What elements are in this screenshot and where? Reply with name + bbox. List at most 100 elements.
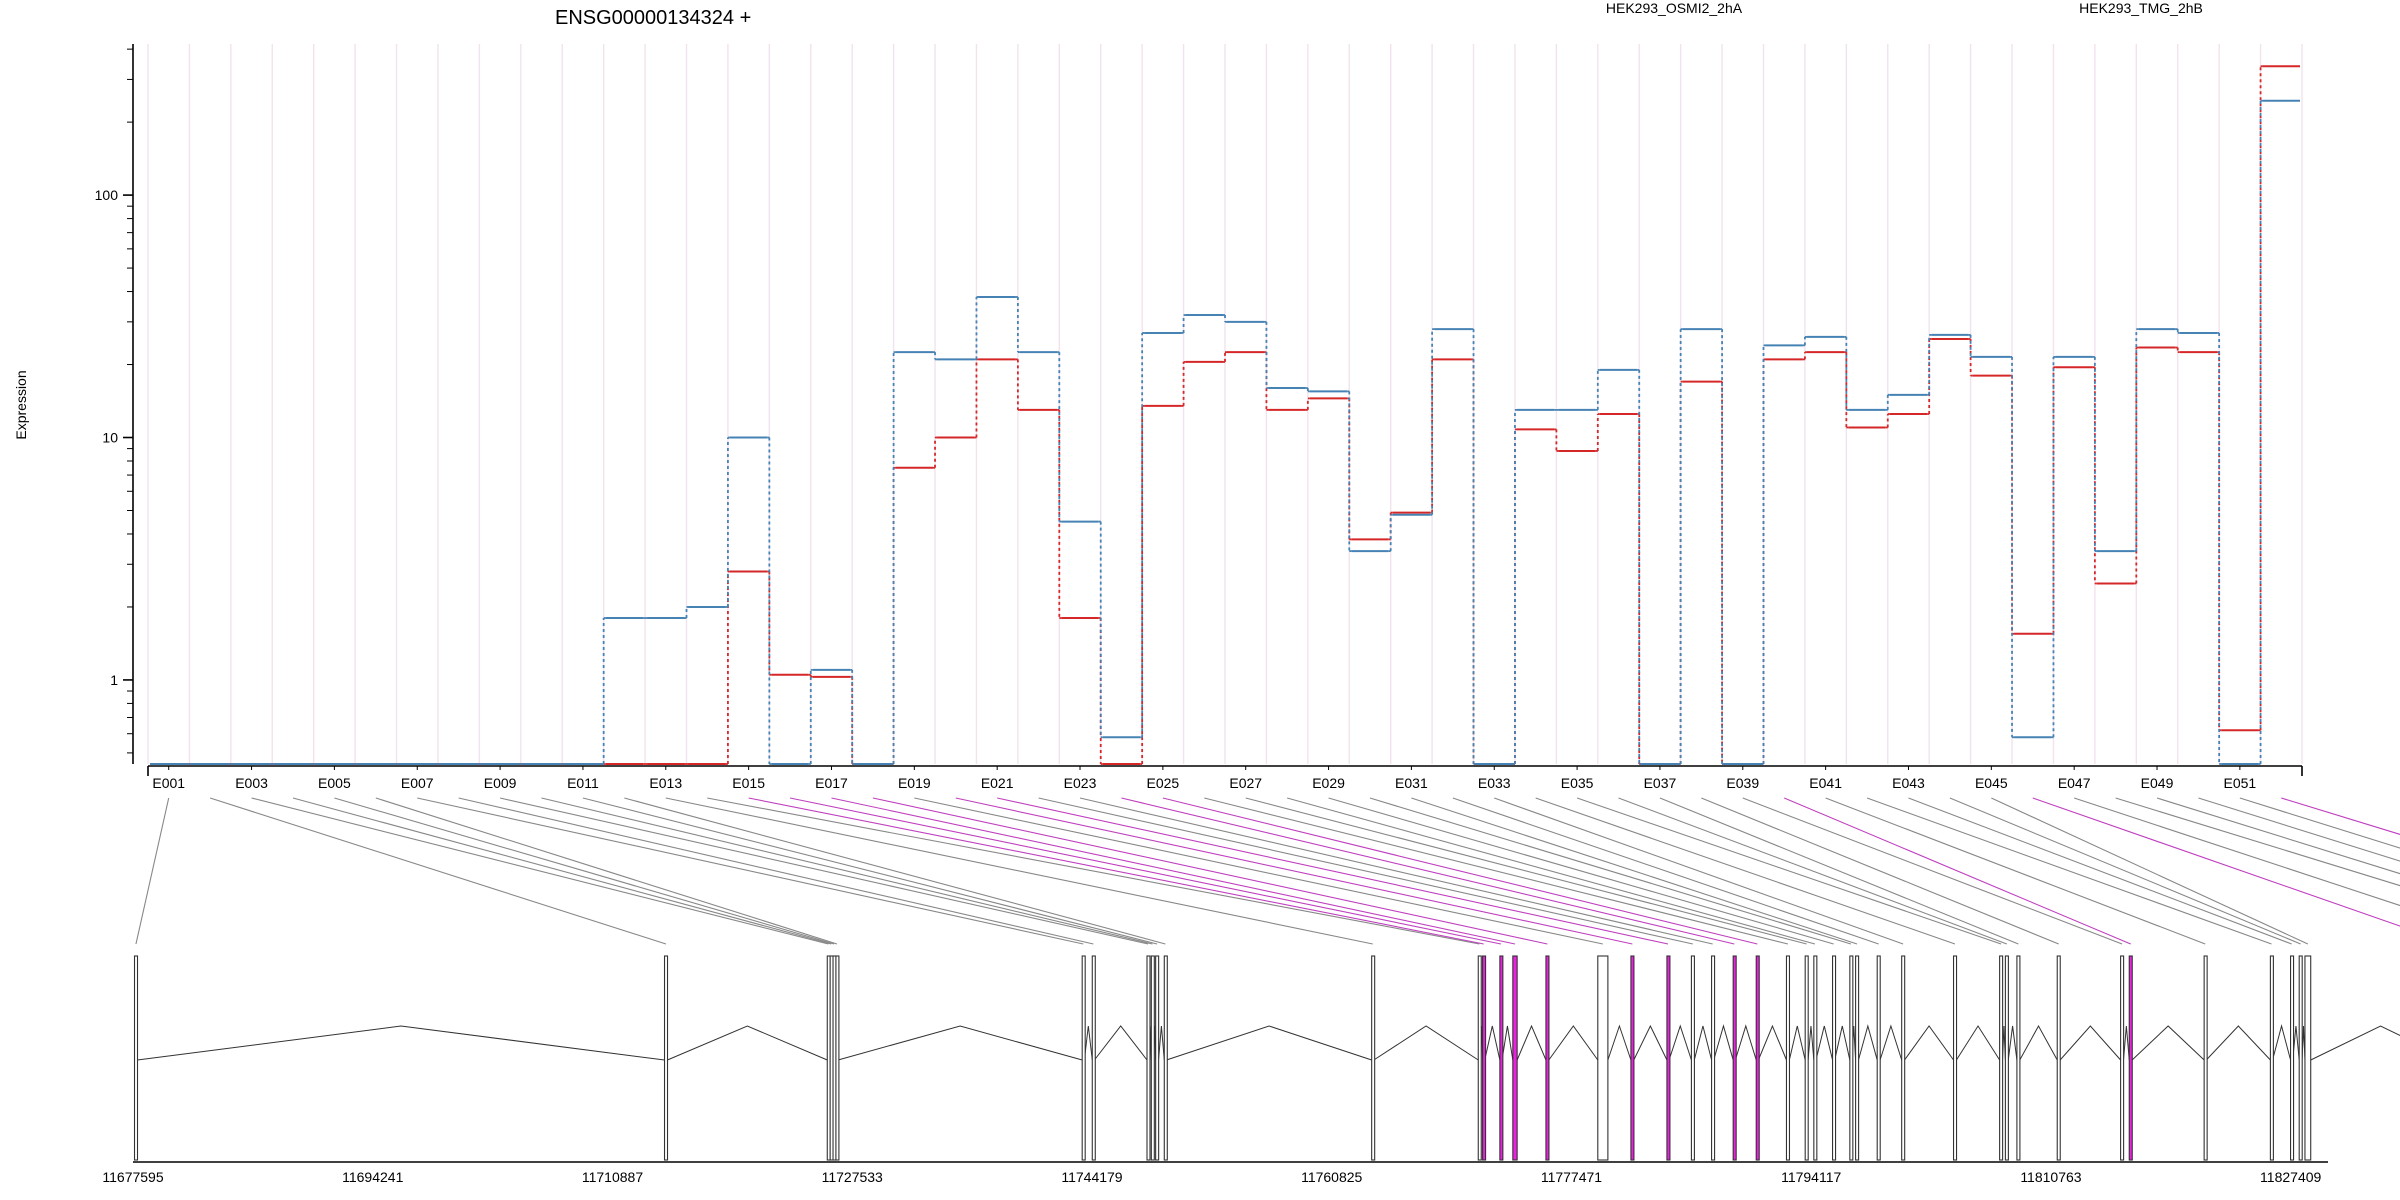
exon-link bbox=[209, 797, 667, 945]
intron bbox=[1668, 1024, 1692, 1061]
exon-link bbox=[1245, 797, 1807, 945]
exon-link bbox=[1949, 797, 2301, 945]
genomic-tick-label: 11760825 bbox=[1301, 1169, 1362, 1185]
intron bbox=[1693, 1025, 1713, 1061]
exon-box bbox=[2304, 955, 2312, 1161]
intron bbox=[2007, 1025, 2018, 1061]
exon-box bbox=[1371, 955, 1376, 1161]
exon-link bbox=[1659, 797, 2019, 945]
exon-link bbox=[458, 797, 1094, 945]
exon-link bbox=[1783, 797, 2131, 945]
exon-link bbox=[2032, 797, 2400, 927]
exon-link bbox=[2074, 797, 2400, 907]
exon-box bbox=[1091, 955, 1096, 1161]
x-tick-label: E031 bbox=[1395, 775, 1428, 791]
intron bbox=[1607, 1024, 1632, 1061]
exon-link bbox=[1742, 797, 2123, 945]
intron bbox=[1516, 1024, 1547, 1061]
exon-box bbox=[1690, 955, 1695, 1161]
exon-link bbox=[2198, 797, 2400, 862]
exon-link bbox=[1991, 797, 2309, 945]
intron bbox=[1166, 1025, 1372, 1061]
exon-box bbox=[1545, 955, 1550, 1161]
exon-box bbox=[2016, 955, 2021, 1161]
exon-link bbox=[1286, 797, 1816, 945]
intron bbox=[1094, 1025, 1148, 1061]
exon-link bbox=[1038, 797, 1693, 945]
legend-entry-tmg: HEK293_TMG_2hB bbox=[2079, 0, 2203, 16]
y-tick-label: 100 bbox=[95, 187, 119, 203]
exon-link bbox=[1369, 797, 1852, 945]
intron bbox=[1734, 1024, 1757, 1061]
exon-box bbox=[2120, 955, 2125, 1161]
exon-link bbox=[1328, 797, 1834, 945]
exon-box bbox=[1804, 955, 1809, 1161]
y-axis-label: Expression bbox=[13, 370, 29, 439]
exon-box bbox=[1477, 955, 1482, 1161]
exon-box bbox=[1849, 955, 1854, 1161]
exon-link bbox=[2156, 797, 2400, 875]
x-tick-label: E003 bbox=[235, 775, 268, 791]
genomic-tick-label: 11777471 bbox=[1541, 1169, 1602, 1185]
axes bbox=[123, 44, 2328, 1163]
y-tick-label: 10 bbox=[102, 430, 118, 446]
exon-box bbox=[2203, 955, 2208, 1161]
intron bbox=[2310, 1025, 2400, 1061]
exon-box bbox=[1813, 955, 1818, 1161]
exon-link bbox=[748, 797, 1484, 945]
exon-link bbox=[499, 797, 1149, 945]
intron bbox=[1857, 1024, 1878, 1061]
exon-link bbox=[1494, 797, 1904, 945]
genomic-tick-label: 11794117 bbox=[1781, 1169, 1841, 1185]
exon-box bbox=[1711, 955, 1716, 1161]
exon-link bbox=[1079, 797, 1713, 945]
exon-link bbox=[1452, 797, 1879, 945]
exon-box bbox=[1666, 955, 1671, 1161]
exon-link bbox=[541, 797, 1153, 945]
x-tick-label: E029 bbox=[1312, 775, 1345, 791]
x-tick-label: E051 bbox=[2224, 775, 2257, 791]
exon-link bbox=[1576, 797, 2002, 945]
genomic-tick-label: 11710887 bbox=[582, 1169, 643, 1185]
exon-link bbox=[955, 797, 1633, 945]
exon-box bbox=[2290, 955, 2295, 1161]
intron bbox=[2131, 1025, 2205, 1061]
intron bbox=[1713, 1024, 1734, 1061]
genomic-tick-label: 11694241 bbox=[342, 1169, 403, 1185]
intron bbox=[2019, 1024, 2058, 1061]
intron bbox=[1807, 1025, 1815, 1061]
intron bbox=[1158, 1025, 1165, 1061]
x-tick-label: E009 bbox=[484, 775, 517, 791]
exon-box bbox=[1597, 955, 1609, 1161]
intron bbox=[1904, 1025, 1954, 1061]
intron bbox=[1501, 1025, 1514, 1061]
exon-box bbox=[1952, 955, 1958, 1161]
exon-box bbox=[1499, 955, 1504, 1161]
exon-link bbox=[251, 797, 829, 945]
exon-link bbox=[135, 797, 170, 945]
x-tick-label: E011 bbox=[567, 775, 599, 791]
intron bbox=[837, 1025, 1083, 1061]
x-tick-label: E045 bbox=[1975, 775, 2008, 791]
x-tick-label: E019 bbox=[898, 775, 931, 791]
exon-link bbox=[334, 797, 835, 945]
exon-link bbox=[292, 797, 832, 945]
intron bbox=[1757, 1024, 1787, 1061]
exon-box bbox=[1630, 955, 1635, 1161]
intron bbox=[2122, 1025, 2130, 1061]
x-tick-label: E039 bbox=[1726, 775, 1759, 791]
legend-entry-osmi2: HEK293_OSMI2_2hA bbox=[1606, 0, 1743, 16]
exon-box bbox=[1785, 955, 1791, 1161]
exon-box bbox=[663, 955, 669, 1161]
intron bbox=[1955, 1025, 2001, 1061]
exon-box bbox=[133, 955, 139, 1161]
exon-box bbox=[1150, 955, 1155, 1161]
exon-link bbox=[789, 797, 1502, 945]
series-lines bbox=[150, 65, 2300, 765]
genomic-tick-label: 11744179 bbox=[1061, 1169, 1122, 1185]
exon-link bbox=[624, 797, 1166, 945]
exon-link bbox=[582, 797, 1158, 945]
intron bbox=[1834, 1025, 1851, 1061]
